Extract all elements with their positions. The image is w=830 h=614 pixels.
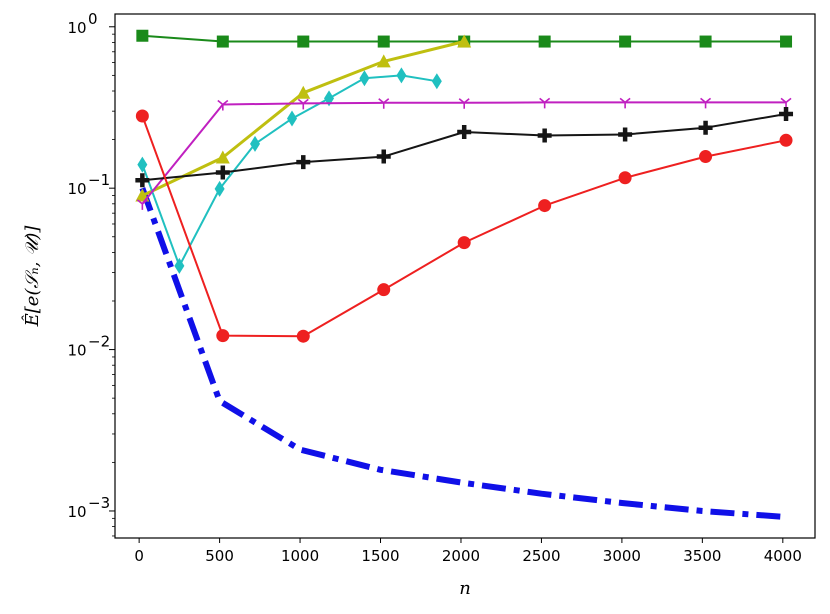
y-tick-label: 10 bbox=[67, 180, 86, 198]
data-point bbox=[618, 171, 632, 185]
data-point bbox=[700, 97, 712, 109]
data-point bbox=[376, 54, 391, 68]
x-tick-label: 4000 bbox=[764, 547, 802, 565]
series-4 bbox=[136, 97, 792, 210]
data-point bbox=[296, 155, 311, 170]
data-point bbox=[619, 97, 631, 109]
data-point bbox=[377, 283, 391, 297]
data-point bbox=[699, 150, 713, 164]
x-tick-label: 0 bbox=[134, 547, 144, 565]
y-tick-label: 10 bbox=[67, 19, 86, 37]
data-point bbox=[457, 236, 471, 250]
data-point bbox=[396, 67, 407, 84]
series-layer bbox=[135, 29, 794, 520]
data-point bbox=[215, 165, 230, 180]
data-point bbox=[359, 70, 370, 87]
data-point bbox=[296, 85, 311, 99]
series-line bbox=[139, 187, 784, 520]
data-point bbox=[214, 180, 225, 197]
data-point bbox=[431, 73, 442, 90]
data-point bbox=[457, 34, 472, 48]
x-tick-label: 2000 bbox=[442, 547, 480, 565]
data-point bbox=[458, 98, 470, 109]
y-tick-exponent: 0 bbox=[88, 10, 98, 28]
y-tick-label: 10 bbox=[67, 503, 86, 521]
plot-background bbox=[115, 14, 815, 538]
series-6 bbox=[135, 109, 793, 343]
series-3 bbox=[137, 67, 442, 274]
data-point bbox=[135, 173, 150, 188]
data-point bbox=[538, 199, 552, 213]
data-point bbox=[457, 124, 472, 139]
y-tick-exponent: −1 bbox=[88, 171, 110, 189]
data-point bbox=[250, 135, 260, 152]
data-point bbox=[135, 109, 149, 123]
data-point bbox=[296, 329, 310, 343]
data-point bbox=[378, 98, 390, 109]
data-point bbox=[137, 156, 148, 173]
data-point bbox=[216, 329, 230, 343]
x-tick-label: 3500 bbox=[683, 547, 721, 565]
data-point bbox=[779, 133, 793, 147]
y-tick-label: 10 bbox=[67, 342, 86, 360]
data-point bbox=[619, 35, 632, 48]
data-point bbox=[538, 35, 551, 48]
data-point bbox=[618, 127, 633, 142]
data-point bbox=[216, 35, 229, 48]
data-point bbox=[297, 98, 309, 110]
data-point bbox=[136, 29, 149, 42]
data-point bbox=[376, 149, 391, 164]
data-point bbox=[698, 120, 713, 135]
data-point bbox=[297, 35, 310, 48]
x-tick-label: 500 bbox=[205, 547, 234, 565]
x-tick-label: 1000 bbox=[281, 547, 319, 565]
y-tick-exponent: −2 bbox=[88, 333, 110, 351]
x-tick-label: 2500 bbox=[522, 547, 560, 565]
plot-frame bbox=[114, 13, 816, 539]
data-point bbox=[539, 97, 551, 109]
data-point bbox=[136, 199, 148, 210]
x-axis: 0 500 1000 1500 2000 2500 3000 3500 4000 bbox=[134, 538, 802, 565]
x-tick-label: 1500 bbox=[361, 547, 399, 565]
data-point bbox=[780, 35, 793, 48]
data-point bbox=[699, 35, 712, 48]
data-point bbox=[174, 257, 185, 274]
series-0 bbox=[139, 187, 784, 520]
data-point bbox=[377, 35, 390, 48]
y-axis-label: Ê[e(𝒮ₙ, 𝒰)] bbox=[20, 225, 43, 328]
x-tick-label: 3000 bbox=[603, 547, 641, 565]
x-axis-label: n bbox=[459, 578, 471, 599]
data-point bbox=[215, 150, 230, 164]
data-point bbox=[779, 107, 794, 122]
data-point bbox=[537, 128, 552, 143]
series-5 bbox=[135, 107, 794, 188]
data-point bbox=[287, 110, 298, 127]
data-point bbox=[217, 99, 229, 111]
y-tick-exponent: −3 bbox=[88, 494, 110, 512]
